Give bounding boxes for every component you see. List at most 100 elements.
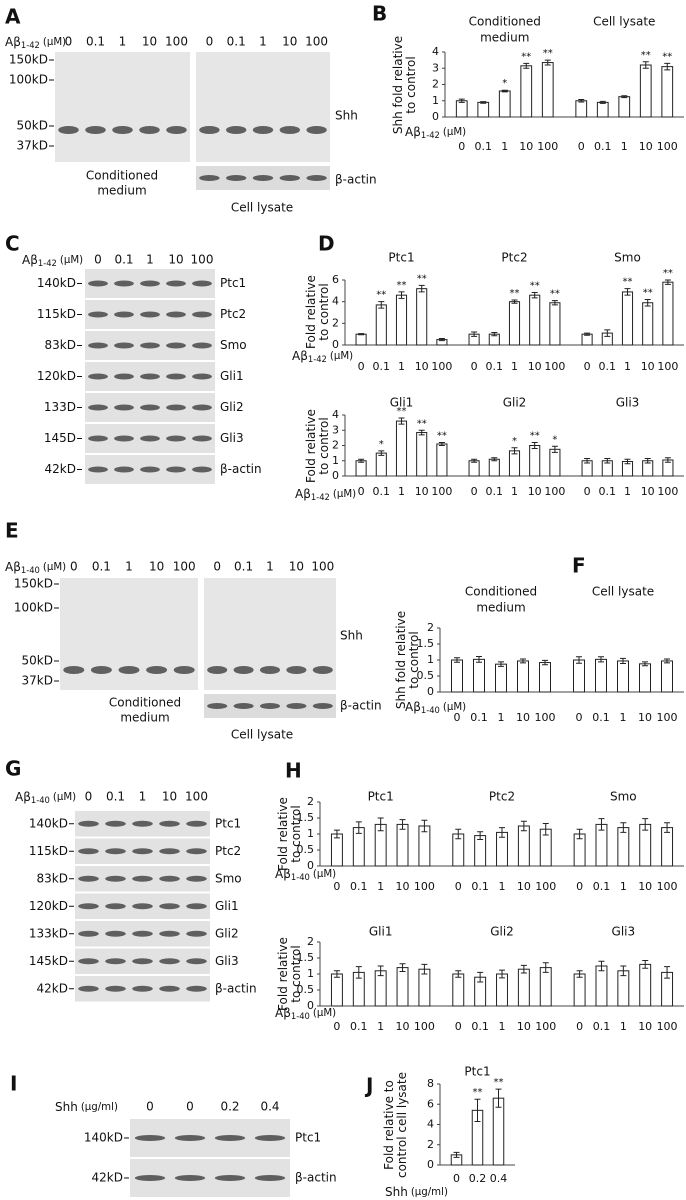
x-tick-label: 100 bbox=[414, 1020, 435, 1033]
error-bar bbox=[499, 969, 505, 979]
error-bar bbox=[501, 89, 508, 93]
y-tick-label: 2 bbox=[307, 795, 314, 808]
error-bar bbox=[642, 960, 649, 969]
x-tick-label: 0 bbox=[333, 880, 340, 893]
error-bar bbox=[664, 822, 671, 833]
group-title: medium bbox=[480, 31, 529, 45]
band bbox=[166, 373, 186, 380]
treatment-label: Aβ1-40 (μM) bbox=[5, 560, 66, 575]
x-tick-label: 0.1 bbox=[470, 711, 488, 724]
lane-label: 1 bbox=[139, 790, 147, 804]
band bbox=[166, 404, 186, 411]
error-bar bbox=[399, 819, 406, 830]
group-title: Smo bbox=[614, 251, 641, 265]
band bbox=[114, 404, 134, 411]
y-tick-label: 4 bbox=[332, 408, 339, 421]
error-bar bbox=[620, 822, 627, 833]
treatment-base: Aβ bbox=[405, 700, 421, 714]
treatment-base: Aβ bbox=[22, 253, 38, 267]
x-tick-label: 100 bbox=[537, 140, 558, 153]
y-axis-label: Shh fold relative bbox=[391, 36, 405, 134]
x-tick-label: 1 bbox=[620, 880, 627, 893]
x-tick-label: 0.1 bbox=[593, 1020, 611, 1033]
band bbox=[134, 1135, 166, 1141]
bar bbox=[355, 333, 367, 346]
x-tick-label: 1 bbox=[498, 711, 505, 724]
group-title: Ptc2 bbox=[489, 790, 515, 804]
error-bar bbox=[624, 458, 631, 465]
marker-label: 42kD bbox=[92, 1171, 123, 1185]
bar bbox=[573, 659, 585, 693]
bar bbox=[517, 968, 530, 1007]
treatment-sub: 1-42 bbox=[308, 354, 327, 364]
treatment-unit: (μM) bbox=[60, 255, 83, 266]
error-bar bbox=[664, 62, 671, 71]
lane-label: 100 bbox=[311, 560, 334, 574]
error-bar bbox=[578, 98, 585, 103]
x-tick-label: 1 bbox=[499, 1020, 506, 1033]
y-tick-label: 0 bbox=[307, 999, 314, 1012]
lane-label: 100 bbox=[305, 35, 328, 49]
group-title: Cell lysate bbox=[592, 585, 654, 599]
x-tick-label: 0.1 bbox=[471, 1020, 489, 1033]
band bbox=[118, 666, 140, 674]
error-bar bbox=[438, 441, 445, 446]
panel-letter: H bbox=[285, 759, 302, 783]
bar bbox=[508, 301, 521, 346]
x-tick-label: 10 bbox=[415, 485, 429, 498]
band bbox=[199, 175, 220, 181]
y-tick-label: 0.5 bbox=[297, 983, 315, 996]
band bbox=[105, 820, 126, 827]
group-title: Gli2 bbox=[503, 396, 527, 410]
bar bbox=[395, 294, 408, 346]
band bbox=[214, 1135, 246, 1141]
significance-label: ** bbox=[473, 1087, 483, 1098]
error-bar bbox=[520, 820, 527, 832]
x-tick-label: 0.1 bbox=[350, 880, 368, 893]
band bbox=[192, 280, 212, 287]
marker-label: 83kD bbox=[37, 871, 68, 885]
blot-caption: Cell lysate bbox=[231, 201, 293, 215]
bar bbox=[520, 65, 533, 118]
bar bbox=[581, 333, 593, 346]
lane-label: 0.2 bbox=[220, 1100, 239, 1114]
x-tick-label: 10 bbox=[516, 711, 530, 724]
group-title: Gli1 bbox=[390, 396, 414, 410]
significance-label: ** bbox=[530, 280, 540, 291]
band bbox=[159, 848, 180, 855]
band bbox=[140, 435, 160, 442]
treatment-label: Aβ1-42 (μM) bbox=[405, 125, 466, 140]
significance-label: ** bbox=[643, 288, 653, 299]
bar bbox=[661, 66, 674, 118]
y-tick-label: 0 bbox=[332, 338, 339, 351]
panel-letter: C bbox=[5, 232, 20, 256]
y-tick-label: 8 bbox=[427, 1077, 434, 1090]
treatment-base: Aβ bbox=[5, 560, 21, 574]
band-label: β-actin bbox=[335, 173, 377, 187]
band-label: β-actin bbox=[340, 699, 382, 713]
lane-label: 0.1 bbox=[92, 560, 111, 574]
lane-label: 0.4 bbox=[260, 1100, 279, 1114]
band bbox=[132, 820, 153, 827]
marker-label: 133kD bbox=[29, 926, 68, 940]
x-tick-label: 0 bbox=[584, 485, 591, 498]
bar bbox=[468, 460, 480, 477]
lane-label: 0 bbox=[146, 1100, 154, 1114]
error-bar bbox=[378, 450, 385, 456]
bar bbox=[539, 967, 552, 1007]
y-tick-label: 2 bbox=[307, 935, 314, 948]
x-tick-label: 10 bbox=[396, 880, 410, 893]
treatment-base: Aβ bbox=[295, 487, 311, 501]
treatment-unit: (μM) bbox=[53, 792, 76, 803]
significance-label: ** bbox=[550, 289, 560, 300]
treatment-unit: (μM) bbox=[313, 1008, 336, 1019]
lane-label: 0.1 bbox=[234, 560, 253, 574]
y-axis-label: Fold relative to bbox=[382, 1080, 396, 1170]
band bbox=[279, 126, 300, 134]
x-tick-label: 0.1 bbox=[599, 360, 617, 373]
significance-label: ** bbox=[662, 51, 672, 62]
panel-letter: G bbox=[5, 757, 21, 781]
y-tick-label: 2 bbox=[332, 316, 339, 329]
bar bbox=[661, 660, 673, 693]
bar bbox=[488, 458, 500, 477]
